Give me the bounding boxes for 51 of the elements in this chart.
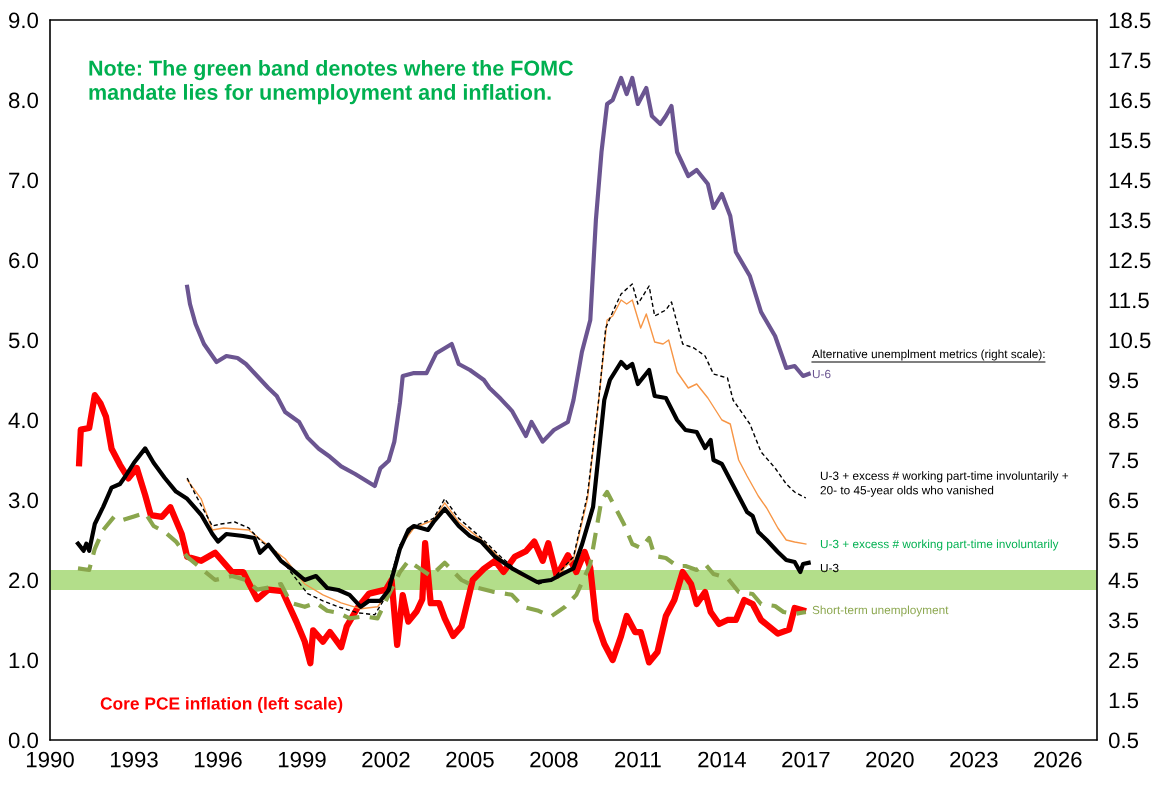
y2-tick-label: 17.5 — [1109, 52, 1151, 69]
y-tick-label: 5.0 — [8, 332, 39, 349]
y-tick-label: 6.0 — [9, 252, 39, 269]
y2-tick-label: 2.5 — [1109, 652, 1139, 669]
x-tick-label: 2011 — [615, 751, 661, 768]
x-tick-label: 2017 — [782, 751, 830, 768]
y2-tick-label: 9.5 — [1109, 372, 1139, 389]
y-tick-label: 0.0 — [8, 732, 39, 749]
y2-tick-label: 11.5 — [1109, 292, 1149, 309]
x-tick-label: 2023 — [950, 751, 998, 768]
annotation: Note: The green band denotes where the FOMC mandate lies for unemployment and inflation. — [89, 60, 574, 105]
y2-tick-label: 6.5 — [1109, 492, 1139, 509]
y2-tick-label: 16.5 — [1109, 92, 1151, 109]
y2-tick-label: 4.5 — [1108, 572, 1139, 589]
text: Core PCE inflation (left scale) — [100, 696, 343, 714]
y2-tick-label: 15.5 — [1109, 132, 1151, 149]
y2-tick-label: 5.5 — [1109, 532, 1139, 549]
x-tick-label: 1990 — [26, 751, 74, 768]
y2-tick-label: 3.5 — [1108, 612, 1139, 629]
y-tick-label: 3.0 — [8, 492, 39, 509]
x-tick-label: 1999 — [278, 751, 326, 768]
series-label: U-3 — [820, 563, 839, 573]
series-label: U-3 + excess # working part-time involuntarily — [820, 539, 1059, 551]
y2-tick-label: 7.5 — [1109, 452, 1139, 469]
y2-tick-label: 18.5 — [1109, 12, 1151, 29]
series-label: U-3 + excess # working part-time involuntarily + 20- to 45-year olds who vanished — [820, 471, 1069, 497]
y2-tick-label: 8.5 — [1109, 412, 1139, 429]
y-tick-label: 8.0 — [8, 92, 39, 109]
x-tick-label: 2014 — [698, 751, 746, 768]
x-tick-label: 2002 — [362, 751, 410, 768]
y-tick-label: 1.0 — [9, 652, 39, 669]
x-tick-label: 1993 — [110, 751, 158, 768]
series-label: U-6 — [812, 369, 831, 379]
y-tick-label: 2.0 — [9, 572, 39, 589]
x-tick-label: 2026 — [1034, 751, 1082, 768]
y2-tick-label: 12.5 — [1109, 252, 1151, 269]
x-tick-label: 1996 — [194, 751, 242, 768]
y2-tick-label: 0.5 — [1108, 732, 1139, 749]
annotation: Alternative unemplment metrics (right scale): — [812, 349, 1045, 361]
y2-tick-label: 10.5 — [1109, 332, 1151, 349]
series-label: Short-term unemployment — [812, 605, 949, 617]
y-tick-label: 9.0 — [9, 12, 39, 29]
y-tick-label: 7.0 — [9, 172, 39, 189]
y2-tick-label: 1.5 — [1109, 692, 1139, 709]
y2-tick-label: 14.5 — [1109, 172, 1151, 189]
y-tick-label: 4.0 — [8, 412, 39, 429]
x-tick-label: 2008 — [530, 751, 578, 768]
y2-tick-label: 13.5 — [1109, 212, 1151, 229]
x-tick-label: 2020 — [866, 751, 914, 768]
line-series — [75, 489, 808, 621]
x-tick-label: 2005 — [446, 751, 494, 768]
